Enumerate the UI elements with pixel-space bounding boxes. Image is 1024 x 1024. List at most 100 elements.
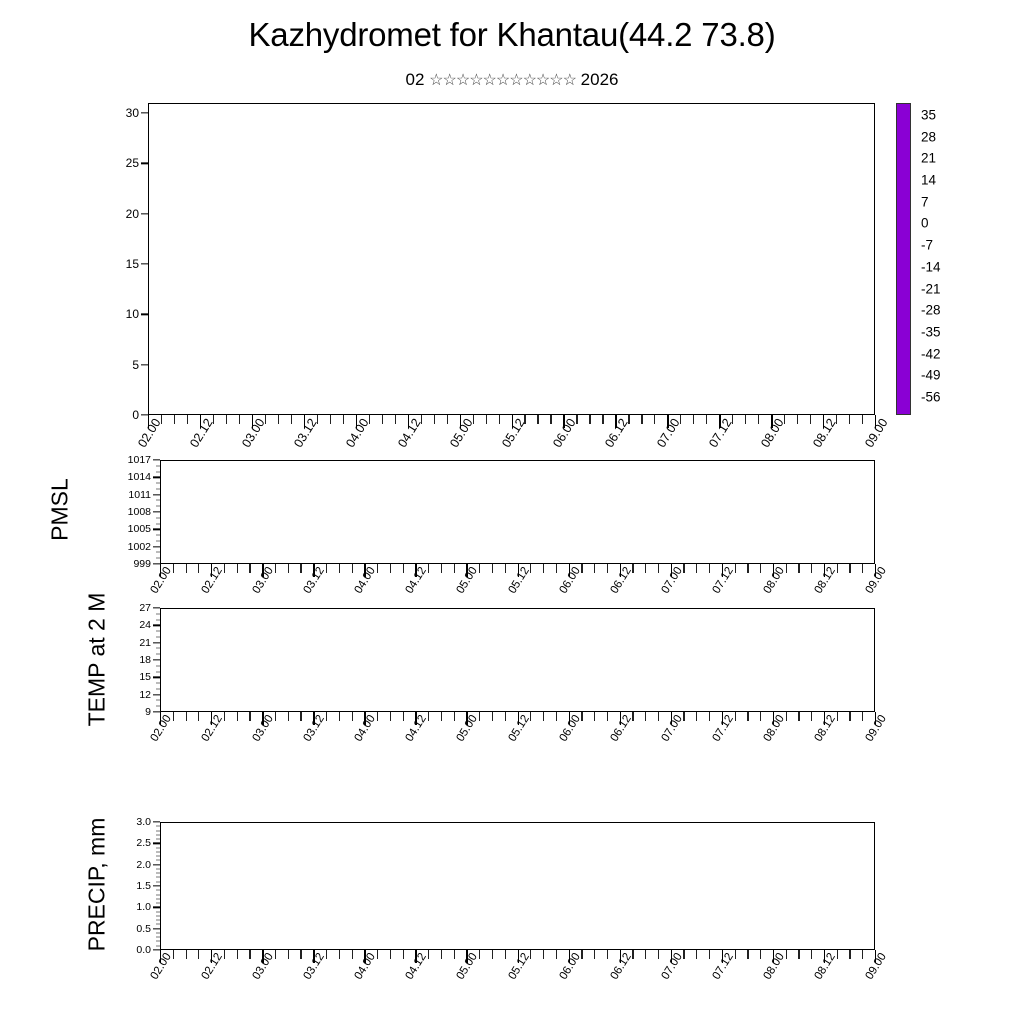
y-axis-tick — [153, 949, 160, 951]
x-axis-minor-tick — [732, 415, 734, 424]
x-axis-minor-tick — [377, 950, 379, 959]
x-axis-minor-tick — [402, 950, 404, 959]
x-axis-minor-tick — [836, 564, 838, 573]
x-axis-minor-tick — [606, 712, 609, 721]
y-axis-label: 9 — [145, 706, 151, 718]
y-axis-tick — [153, 842, 160, 844]
y-axis-tick — [153, 821, 160, 823]
x-axis-minor-tick — [589, 415, 591, 424]
x-axis-minor-tick — [683, 950, 685, 959]
x-axis-label: 07.00 — [659, 951, 685, 982]
y-axis-minor-tick — [156, 630, 160, 632]
x-axis-minor-tick — [225, 415, 228, 424]
x-axis-minor-tick — [811, 564, 813, 573]
y-axis-minor-tick — [156, 923, 160, 925]
x-axis-minor-tick — [581, 950, 583, 959]
y-axis-label: 1008 — [127, 506, 151, 518]
x-axis-minor-tick — [160, 415, 163, 424]
x-axis-tick — [568, 564, 570, 577]
x-axis-minor-tick — [238, 415, 241, 424]
x-axis-label: 05.12 — [505, 565, 532, 596]
x-axis-tick — [364, 712, 366, 725]
x-axis-tick — [364, 950, 366, 963]
x-axis-minor-tick — [300, 712, 302, 721]
y-axis-minor-tick — [156, 557, 160, 559]
y-axis-label: 1.5 — [136, 880, 151, 892]
colorbar-tick-label: -56 — [921, 389, 941, 405]
x-axis-label: 09.00 — [863, 565, 889, 596]
x-axis-minor-tick — [223, 950, 226, 959]
y-axis-minor-tick — [156, 636, 160, 638]
y-axis-tick — [153, 563, 160, 565]
x-axis-minor-tick — [287, 712, 289, 721]
y-axis-tick — [153, 659, 160, 661]
x-axis-minor-tick — [185, 950, 187, 959]
y-axis-minor-tick — [156, 505, 160, 507]
pmsl-panel: 999 1002 1005 1008 1011 1014 1017 02.00 02.12 03… — [128, 454, 889, 596]
page-title: Kazhydromet for Khantau(44.2 73.8) — [248, 16, 776, 53]
x-axis-minor-tick — [342, 415, 344, 424]
x-axis-minor-tick — [602, 415, 604, 424]
y-axis-minor-tick — [156, 936, 160, 938]
y-axis-minor-tick — [156, 665, 160, 667]
precip-panel: 0.0 0.5 1.0 1.5 2.0 2.5 3.0 02.00 02.12 03.00 03.… — [136, 816, 888, 982]
x-axis-minor-tick — [537, 415, 539, 424]
x-axis-minor-tick — [543, 564, 545, 573]
x-axis-label: 07.00 — [659, 713, 685, 744]
x-axis-label: 06.12 — [602, 416, 631, 451]
x-axis-label: 05.12 — [505, 713, 532, 744]
x-axis-label: 05.12 — [498, 416, 528, 451]
x-axis-tick — [160, 950, 162, 963]
y-axis-tick — [153, 476, 160, 478]
x-axis-label: 09.00 — [863, 713, 889, 744]
x-axis-minor-tick — [498, 415, 500, 424]
x-axis-label: 08.12 — [812, 565, 838, 596]
x-axis-label: 06.00 — [550, 416, 579, 451]
x-axis-minor-tick — [172, 564, 174, 573]
x-axis-label: 08.00 — [761, 713, 787, 744]
x-axis-tick — [670, 564, 673, 577]
x-axis-tick — [148, 415, 150, 428]
x-axis-minor-tick — [394, 415, 396, 424]
x-axis-minor-tick — [389, 950, 391, 959]
x-axis-minor-tick — [172, 950, 174, 959]
x-axis-minor-tick — [543, 950, 545, 959]
x-axis-label: 02.12 — [199, 713, 225, 744]
x-axis-minor-tick — [628, 415, 630, 424]
y-axis-tick — [153, 864, 160, 866]
x-axis-minor-tick — [797, 415, 799, 424]
y-axis-minor-tick — [156, 471, 160, 473]
x-axis-minor-tick — [709, 950, 711, 959]
y-axis-minor-tick — [156, 534, 160, 536]
y-axis-minor-tick — [156, 915, 160, 917]
x-axis-minor-tick — [338, 712, 340, 721]
x-axis-minor-tick — [351, 950, 353, 959]
x-axis-minor-tick — [760, 712, 762, 721]
cross-section-frame — [148, 103, 875, 415]
x-axis-tick — [466, 564, 468, 577]
x-axis-label: 03.12 — [301, 713, 328, 744]
y-axis-label: 1002 — [127, 540, 151, 553]
x-axis-minor-tick — [594, 950, 596, 959]
x-axis-tick — [875, 712, 877, 725]
x-axis-minor-tick — [683, 712, 685, 721]
x-axis-minor-tick — [849, 564, 851, 573]
x-axis-tick — [415, 950, 417, 963]
x-axis-minor-tick — [645, 950, 647, 959]
y-axis-minor-tick — [156, 613, 160, 615]
page-subtitle: 02 ☆☆☆☆☆☆☆☆☆☆☆ 2026 — [0, 70, 1024, 90]
x-axis-tick — [459, 415, 461, 428]
x-axis-minor-tick — [491, 564, 494, 573]
x-axis-minor-tick — [236, 712, 238, 721]
x-axis-tick — [262, 950, 264, 963]
x-axis-minor-tick — [680, 415, 682, 424]
x-axis-minor-tick — [287, 564, 289, 573]
x-axis-minor-tick — [428, 564, 430, 573]
y-axis-minor-tick — [156, 868, 160, 870]
x-axis-label: 04.00 — [342, 416, 372, 451]
colorbar-tick-label: -14 — [921, 259, 941, 275]
x-axis-label: 02.12 — [187, 416, 216, 451]
x-axis-minor-tick — [530, 564, 532, 573]
y-axis-tick — [141, 263, 148, 265]
x-axis-tick — [211, 712, 213, 725]
